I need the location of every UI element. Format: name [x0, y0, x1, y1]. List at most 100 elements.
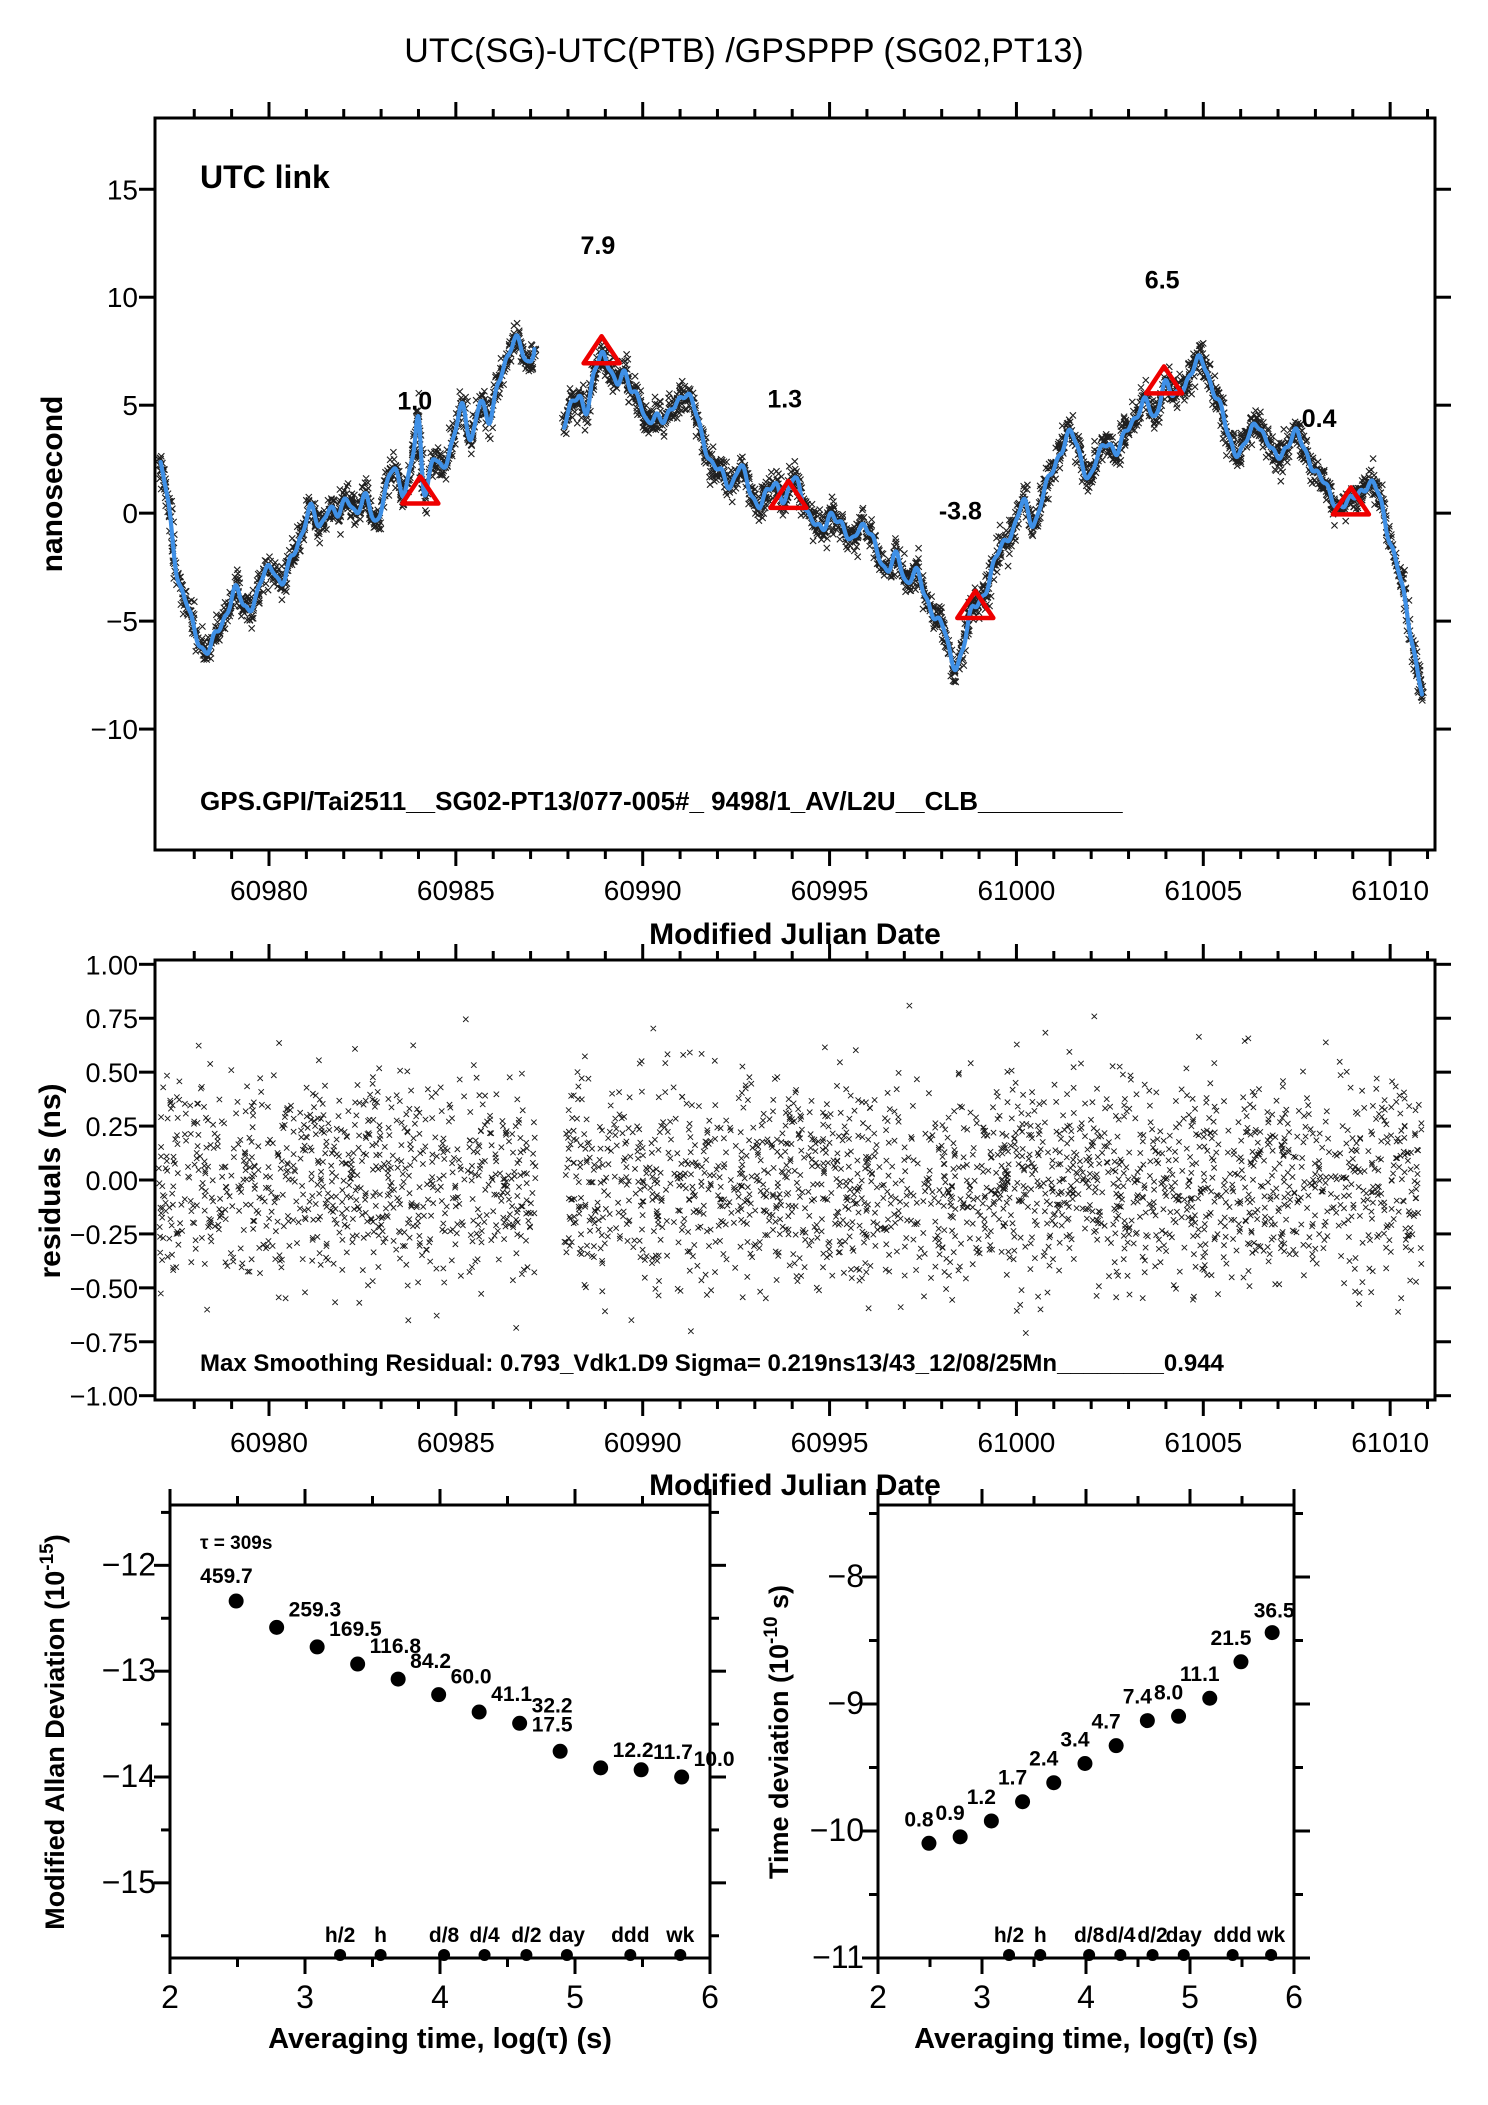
- axis-marker-dot: [478, 1949, 491, 1961]
- axis-marker-dot: [438, 1949, 451, 1961]
- x-tick-label: 2: [869, 1979, 887, 2015]
- deviation-value-label: 84.2: [410, 1650, 451, 1673]
- x-tick-label: 61005: [1164, 875, 1242, 906]
- axis-marker-dot: [374, 1949, 387, 1961]
- x-tick-label: 61000: [977, 875, 1055, 906]
- y-tick-label: −15: [102, 1864, 156, 1900]
- x-tick-label: 4: [1077, 1979, 1095, 2015]
- y-tick-label: 10: [107, 282, 138, 313]
- calibration-triangle-marker: [400, 474, 441, 506]
- calibration-value-label: 0.4: [1302, 405, 1337, 433]
- y-tick-label: 0.00: [85, 1166, 138, 1196]
- y-tick-label: −12: [102, 1546, 156, 1582]
- deviation-data-point: [633, 1762, 649, 1778]
- x-tick-label: 61010: [1351, 875, 1429, 906]
- deviation-data-point: [1202, 1690, 1218, 1706]
- tdev-x-axis-title: Averaging time, log(τ) (s): [914, 2023, 1258, 2055]
- deviation-data-point: [593, 1760, 609, 1776]
- y-tick-label: 5: [122, 390, 138, 421]
- deviation-data-point: [431, 1687, 447, 1703]
- deviation-value-label: 459.7: [200, 1565, 253, 1588]
- axis-marker-dot: [1177, 1949, 1190, 1961]
- x-tick-label: 3: [296, 1979, 314, 2015]
- calibration-value-label: 1.0: [397, 388, 432, 416]
- deviation-value-label: 0.8: [904, 1808, 934, 1831]
- y-tick-label: −10: [810, 1812, 864, 1848]
- x-tick-label: 61010: [1351, 1427, 1429, 1458]
- panel-border: [153, 116, 1437, 852]
- residuals-x-markers: [155, 1002, 1425, 1337]
- y-tick-label: −11: [812, 1939, 864, 1975]
- axis-marker-label: day: [549, 1924, 586, 1947]
- top-footer-text: GPS.GPI/Tai2511__SG02-PT13/077-005#_ 949…: [200, 786, 1123, 816]
- axis-marker-dot: [560, 1949, 573, 1961]
- calibration-triangle-marker: [1330, 485, 1372, 517]
- deviation-value-label: 2.4: [1029, 1748, 1059, 1771]
- deviation-data-point: [1046, 1775, 1062, 1791]
- y-tick-label: −10: [91, 714, 139, 745]
- deviation-data-point: [1264, 1625, 1280, 1641]
- x-tick-label: 60985: [417, 875, 495, 906]
- madev-panel: 2 3 4 5 6 −12 −13 −14 −15 h/2 h d/8 d/4 d/2 day ddd wk 45…: [102, 1489, 735, 2015]
- residuals-y-axis-title: residuals (ns): [34, 1083, 67, 1278]
- x-tick-label: 60995: [791, 875, 869, 906]
- axis-marker-dot: [624, 1949, 637, 1961]
- calibration-triangle-marker: [768, 478, 809, 511]
- deviation-value-label: 11.1: [1180, 1663, 1220, 1686]
- madev-y-axis-title: Modified Allan Deviation (10-15): [37, 1534, 70, 1930]
- deviation-data-point: [1015, 1794, 1031, 1810]
- madev-tau-annotation: τ = 309s: [200, 1533, 272, 1554]
- x-tick-label: 60990: [604, 875, 682, 906]
- deviation-value-label: 36.5: [1254, 1600, 1295, 1623]
- generated-chart-layers: 60980 60985 60990 60995 61000 61005 61010−10−5…: [70, 102, 1451, 2015]
- deviation-data-point: [350, 1656, 366, 1672]
- deviation-data-point: [921, 1835, 937, 1851]
- calibration-value-label: -3.8: [939, 498, 982, 526]
- axis-marker-dot: [1146, 1949, 1159, 1961]
- deviation-value-label: 259.3: [289, 1598, 342, 1621]
- smoothed-curve: [562, 349, 1424, 697]
- deviation-data-point: [309, 1639, 325, 1655]
- axis-marker-label: d/8: [1074, 1924, 1105, 1947]
- x-tick-label: 3: [973, 1979, 991, 2015]
- deviation-data-point: [471, 1704, 487, 1720]
- calibration-value-label: 6.5: [1145, 267, 1180, 295]
- y-tick-label: 1.00: [85, 950, 138, 980]
- x-tick-label: 5: [566, 1979, 584, 2015]
- calibration-triangle-marker: [581, 333, 622, 366]
- axis-marker-label: h/2: [994, 1924, 1024, 1947]
- axis-marker-label: h: [374, 1924, 387, 1947]
- deviation-value-label: 0.9: [936, 1802, 965, 1825]
- x-tick-label: 60980: [230, 875, 308, 906]
- axis-marker-label: d/2: [1137, 1924, 1167, 1947]
- deviation-value-label: 3.4: [1060, 1729, 1090, 1752]
- x-tick-label: 60985: [417, 1427, 495, 1458]
- x-tick-label: 60980: [230, 1427, 308, 1458]
- madev-x-axis-title: Averaging time, log(τ) (s): [268, 2023, 612, 2055]
- axis-marker-label: h/2: [325, 1924, 355, 1947]
- axis-marker-label: wk: [665, 1924, 694, 1947]
- page-title: UTC(SG)-UTC(PTB) /GPSPPP (SG02,PT13): [404, 32, 1083, 70]
- axis-marker-dot: [1034, 1949, 1047, 1961]
- axis-marker-dot: [1265, 1949, 1278, 1961]
- deviation-data-point: [390, 1671, 406, 1687]
- x-tick-label: 61000: [977, 1427, 1055, 1458]
- deviation-value-label: 7.4: [1123, 1686, 1153, 1709]
- axis-marker-label: d/4: [1105, 1924, 1136, 1947]
- axis-marker-dot: [520, 1949, 533, 1961]
- x-tick-label: 6: [701, 1979, 719, 2015]
- tdev-y-axis-title: Time deviation (10-10 s): [761, 1585, 794, 1879]
- utc-link-label: UTC link: [200, 159, 330, 195]
- y-tick-label: 15: [107, 174, 138, 205]
- deviation-value-label: 116.8: [370, 1635, 422, 1658]
- residuals-panel: 60980 60985 60990 60995 61000 61005 61010 1.00 0…: [70, 944, 1451, 1458]
- calibration-value-label: 7.9: [580, 232, 615, 260]
- deviation-value-label: 4.7: [1092, 1711, 1121, 1734]
- deviation-data-point: [1233, 1654, 1249, 1670]
- calibration-triangle-marker: [1143, 364, 1185, 396]
- axis-marker-dot: [674, 1949, 687, 1961]
- deviation-data-point: [1077, 1756, 1093, 1772]
- deviation-value-label: 12.2: [613, 1739, 654, 1762]
